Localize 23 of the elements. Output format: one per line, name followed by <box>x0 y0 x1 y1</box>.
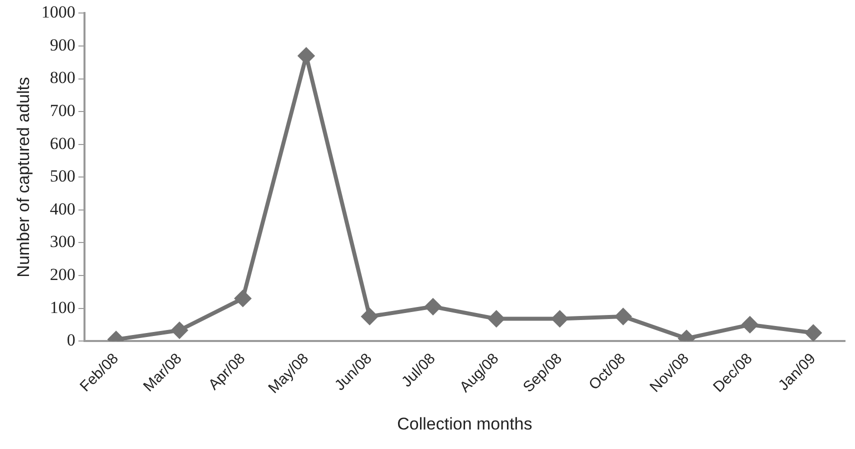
point <box>552 310 568 327</box>
point <box>805 324 822 341</box>
x-axis-title: Collection months <box>397 414 532 434</box>
y-axis-title: Number of captured adults <box>14 76 33 278</box>
point <box>488 310 504 327</box>
y-tick-label: 900 <box>50 35 76 54</box>
point <box>362 308 378 324</box>
point <box>298 48 314 64</box>
y-tick-label: 1000 <box>41 2 76 22</box>
y-tick-label: 400 <box>50 199 76 218</box>
point <box>234 290 251 306</box>
y-tick-label: 0 <box>66 330 76 350</box>
y-tick-label: 700 <box>50 101 76 120</box>
y-tick-label: 600 <box>50 134 76 153</box>
y-tick-label: 100 <box>50 298 76 317</box>
y-tick-label: 800 <box>50 68 76 88</box>
point <box>171 322 188 338</box>
point <box>742 316 758 333</box>
point <box>615 308 632 324</box>
y-tick-label: 300 <box>50 232 76 252</box>
point <box>425 298 442 315</box>
y-tick-label: 200 <box>50 264 76 284</box>
y-tick-label: 500 <box>50 166 76 186</box>
